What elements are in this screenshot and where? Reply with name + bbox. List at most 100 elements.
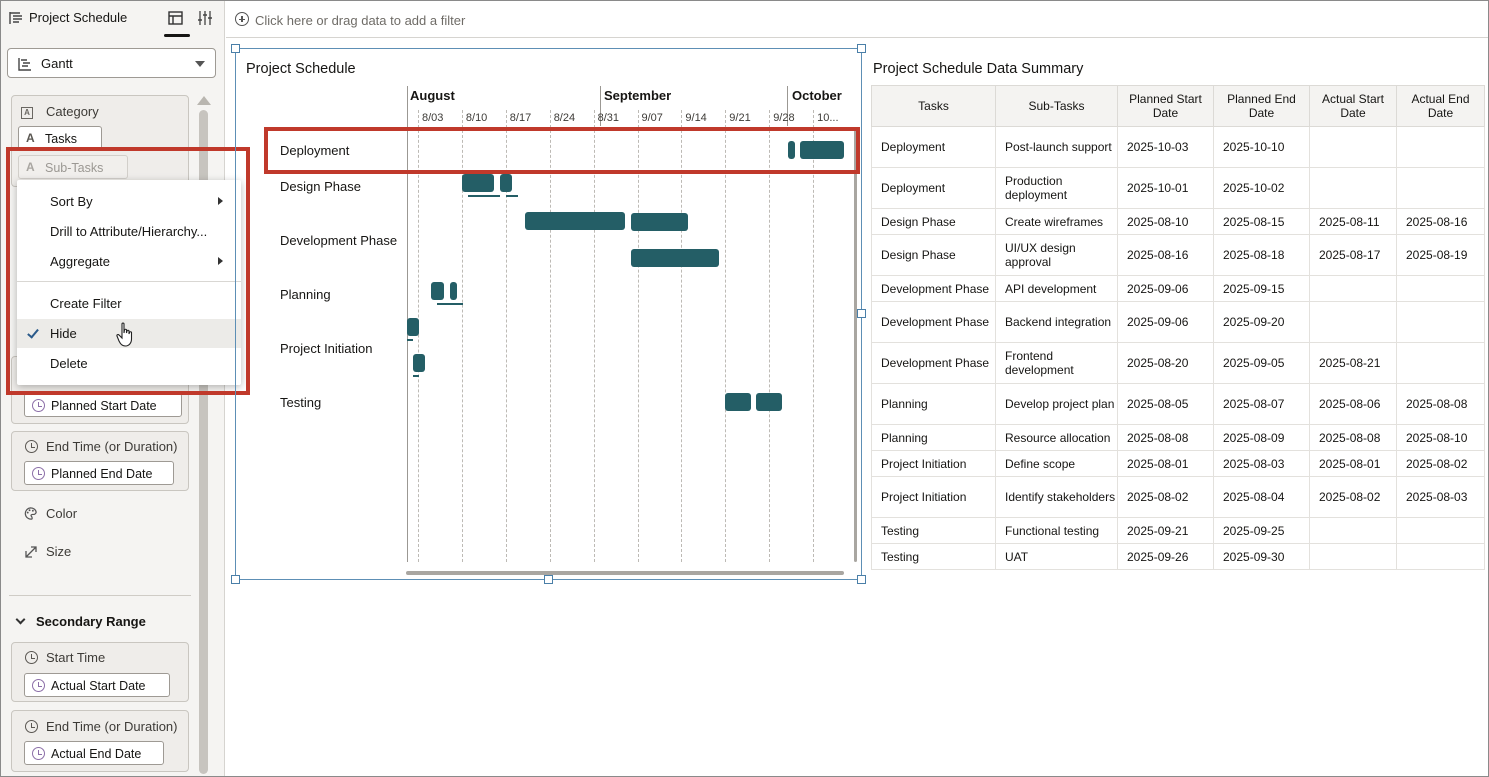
properties-tab-icon[interactable] [196, 9, 214, 27]
gantt-vertical-scrollbar[interactable] [854, 130, 857, 562]
gantt-title: Project Schedule [246, 61, 356, 77]
table-column-header[interactable]: Tasks [871, 85, 996, 127]
table-cell: 2025-08-08 [1396, 383, 1485, 425]
end-time-well[interactable]: End Time (or Duration) Planned End Date [11, 431, 189, 491]
table-cell: 2025-08-09 [1213, 424, 1310, 451]
category-chip-tasks[interactable]: A Tasks [18, 126, 102, 150]
table-column-header[interactable]: Actual Start Date [1309, 85, 1397, 127]
gantt-horizontal-scrollbar[interactable] [406, 571, 844, 575]
resize-handle[interactable] [231, 44, 240, 53]
chevron-right-icon [218, 197, 223, 205]
gantt-bar[interactable] [631, 213, 688, 231]
table-cell: 2025-09-06 [1117, 301, 1214, 343]
gantt-bar[interactable] [462, 174, 494, 192]
resize-handle[interactable] [544, 575, 553, 584]
gantt-actual-bar[interactable] [407, 339, 413, 341]
menu-item-sort-by[interactable]: Sort By [17, 187, 241, 216]
scrollbar-thumb[interactable] [199, 110, 208, 774]
menu-item-drill[interactable]: Drill to Attribute/Hierarchy... [50, 224, 208, 239]
gantt-bar[interactable] [407, 318, 419, 336]
gantt-bar[interactable] [756, 393, 782, 411]
table-column-header[interactable]: Sub-Tasks [995, 85, 1118, 127]
week-gridline [593, 110, 595, 562]
week-tick-label: 9/21 [729, 112, 751, 124]
table-cell: 2025-10-02 [1213, 167, 1310, 209]
gantt-actual-bar[interactable] [437, 303, 463, 305]
secondary-end-time-well[interactable]: End Time (or Duration) Actual End Date [11, 710, 189, 772]
table-row: Deployment Post-launch support 2025-10-03 2… [871, 126, 1485, 168]
add-filter-icon[interactable] [235, 12, 249, 26]
table-column-header[interactable]: Planned Start Date [1117, 85, 1214, 127]
table-cell: 2025-09-30 [1213, 543, 1310, 570]
actual-end-date-chip[interactable]: Actual End Date [24, 741, 164, 765]
table-cell: Frontend development [995, 342, 1118, 384]
table-cell: 2025-09-06 [1117, 275, 1214, 302]
week-gridline [549, 110, 551, 562]
table-cell: Identify stakeholders [995, 476, 1118, 518]
attribute-icon: A [21, 107, 33, 119]
panel-scrollbar[interactable] [197, 96, 211, 776]
gantt-bar[interactable] [500, 174, 512, 192]
table-row: Deployment Production deployment 2025-10-0… [871, 167, 1485, 209]
category-chip-sub-tasks[interactable]: A Sub-Tasks [18, 155, 128, 179]
table-cell: 2025-08-02 [1117, 476, 1214, 518]
gantt-bar[interactable] [788, 141, 795, 159]
resize-handle[interactable] [857, 575, 866, 584]
gantt-bar[interactable] [631, 249, 719, 267]
week-gridline [725, 110, 727, 562]
secondary-start-label: Start Time [46, 650, 106, 665]
table-cell: Development Phase [871, 301, 996, 343]
context-menu: Sort By Drill to Attribute/Hierarchy... … [17, 180, 241, 385]
table-cell: 2025-08-07 [1213, 383, 1310, 425]
week-gridline [769, 110, 771, 562]
table-cell: Develop project plan [995, 383, 1118, 425]
resize-handle[interactable] [231, 575, 240, 584]
gantt-actual-bar[interactable] [468, 195, 500, 197]
table-row: Testing Functional testing 2025-09-21 2025-… [871, 517, 1485, 544]
highlight-box-menu [6, 147, 250, 395]
table-cell [1396, 342, 1485, 384]
table-cell: 2025-09-26 [1117, 543, 1214, 570]
planned-end-date-chip[interactable]: Planned End Date [24, 461, 174, 485]
hand-cursor-icon [116, 322, 133, 347]
table-cell: 2025-09-05 [1213, 342, 1310, 384]
actual-start-date-chip[interactable]: Actual Start Date [24, 673, 170, 697]
category-well[interactable]: A Category A Tasks A Sub-Tasks [11, 95, 189, 187]
menu-item-delete[interactable]: Delete [50, 356, 88, 371]
gantt-actual-bar[interactable] [506, 195, 518, 197]
scroll-up-icon[interactable] [197, 96, 211, 105]
table-column-header[interactable]: Actual End Date [1396, 85, 1485, 127]
filter-bar[interactable]: Click here or drag data to add a filter [226, 1, 1488, 38]
planned-start-date-chip[interactable]: Planned Start Date [24, 393, 182, 417]
gantt-actual-bar[interactable] [413, 375, 419, 377]
gantt-bar[interactable] [525, 212, 625, 230]
table-cell: Development Phase [871, 342, 996, 384]
menu-item-create-filter[interactable]: Create Filter [50, 296, 122, 311]
week-tick-label: 9/28 [773, 112, 795, 124]
category-label: Design Phase [280, 179, 361, 194]
table-cell: 2025-08-19 [1396, 234, 1485, 276]
table-body: Deployment Post-launch support 2025-10-03 2… [871, 126, 1485, 570]
size-icon [25, 546, 37, 558]
gantt-bar[interactable] [431, 282, 444, 300]
table-cell: Backend integration [995, 301, 1118, 343]
table-column-header[interactable]: Planned End Date [1213, 85, 1310, 127]
secondary-range-header[interactable]: Secondary Range [14, 614, 146, 629]
table-row: Design Phase Create wireframes 2025-08-10 2… [871, 208, 1485, 235]
gantt-bar[interactable] [413, 354, 425, 372]
grammar-tab-icon[interactable] [167, 9, 185, 27]
month-label: October [792, 88, 842, 103]
visualization-type-select[interactable]: Gantt [7, 48, 216, 78]
resize-handle[interactable] [857, 44, 866, 53]
category-label: Development Phase [280, 233, 398, 248]
table-title: Project Schedule Data Summary [873, 61, 1084, 77]
gantt-bar[interactable] [800, 141, 844, 159]
secondary-start-time-well[interactable]: Start Time Actual Start Date [11, 642, 189, 702]
table-cell: UI/UX design approval [995, 234, 1118, 276]
resize-handle[interactable] [857, 309, 866, 318]
table-cell [1396, 126, 1485, 168]
gantt-bar[interactable] [725, 393, 751, 411]
menu-item-aggregate[interactable]: Aggregate [17, 247, 241, 276]
table-cell: 2025-08-16 [1117, 234, 1214, 276]
gantt-bar[interactable] [450, 282, 457, 300]
